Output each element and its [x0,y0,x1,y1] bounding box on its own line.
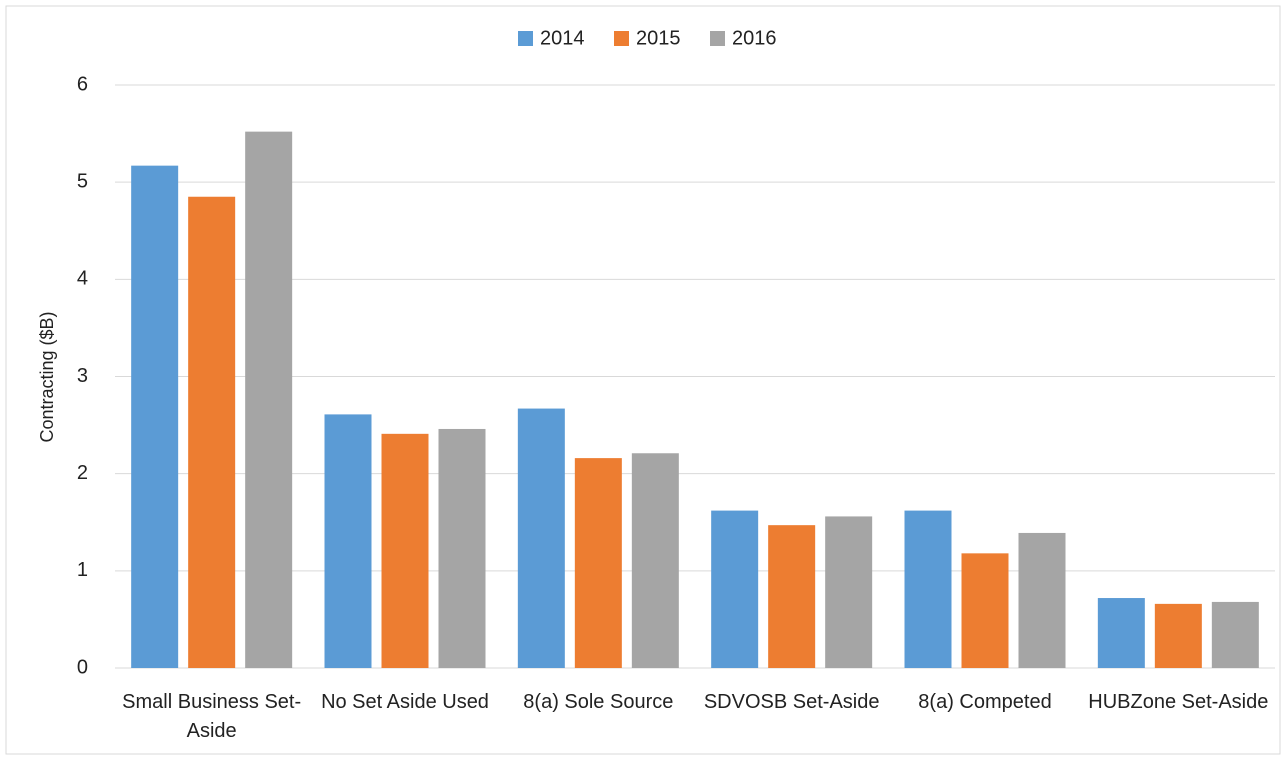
y-tick-label: 4 [77,268,88,290]
bar [961,553,1009,668]
bar [517,408,565,668]
bar [438,428,486,668]
bar [324,414,372,668]
legend-swatch [710,31,725,46]
x-tick-label: SDVOSB Set-Aside [703,691,880,713]
y-tick-label: 2 [77,462,88,484]
legend-swatch [518,31,533,46]
bar [381,433,429,668]
bar [188,196,236,668]
bar [1018,532,1066,668]
bar [768,525,816,668]
x-tick-label: HUBZone Set-Aside [1088,691,1269,713]
bar [825,516,873,668]
y-tick-label: 3 [77,365,88,387]
x-tick-label: Small Business Set-Aside [122,691,302,742]
y-tick-label: 1 [77,559,88,581]
legend-label: 2016 [732,27,777,49]
x-tick-label: 8(a) Competed [918,691,1052,713]
bar [904,510,952,668]
y-axis-label: Contracting ($B) [37,311,57,442]
bar [1154,603,1202,668]
y-tick-label: 5 [77,170,88,192]
legend-label: 2014 [540,27,585,49]
legend-label: 2015 [636,27,681,49]
bar [631,453,679,668]
bar [131,165,179,669]
bar [245,131,293,668]
x-tick-label: No Set Aside Used [321,691,489,713]
legend-swatch [614,31,629,46]
y-tick-label: 0 [77,656,88,678]
bar [574,458,622,668]
y-tick-label: 6 [77,73,88,95]
bar [1097,598,1145,668]
bar [711,510,759,668]
x-tick-label: 8(a) Sole Source [523,691,674,713]
bar [1211,601,1259,668]
